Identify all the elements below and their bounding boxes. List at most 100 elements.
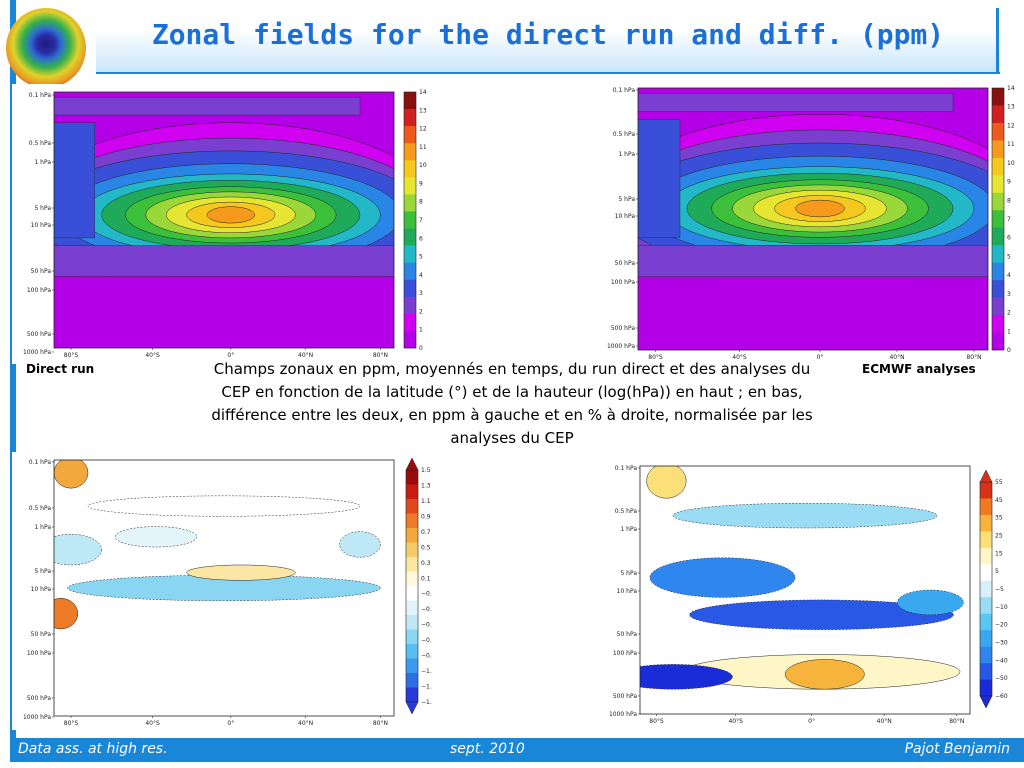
pressure-tick-label: 50 hPa <box>615 260 636 267</box>
colorbar-tick-label: 0.5 <box>421 544 431 551</box>
colorbar-band <box>404 296 416 315</box>
pressure-tick-label: 1 hPa <box>618 151 635 158</box>
ecmwf-analyses-chart: 0.1 hPa 0.5 hPa 1 hPa 5 hPa 10 hPa 50 hPa 100 … <box>607 85 1015 361</box>
latitude-tick-label: 40°S <box>145 720 160 727</box>
pressure-tick-label: 1 hPa <box>34 159 51 166</box>
pressure-tick-label: 10 hPa <box>31 586 52 593</box>
pressure-tick-label: 10 hPa <box>615 213 636 220</box>
title-vertical-rule <box>996 8 999 72</box>
contour-band <box>672 502 938 529</box>
colorbar-band <box>404 160 416 178</box>
pressure-tick-label: 0.5 hPa <box>29 505 52 512</box>
direct-run-chart: 0.1 hPa 0.5 hPa 1 hPa 5 hPa 10 hPa 50 hPa 100 … <box>23 89 427 359</box>
colorbar-band <box>406 615 418 630</box>
colorbar-tick-label: 12 <box>419 126 427 133</box>
colorbar-band <box>992 227 1004 246</box>
colorbar-tick-label: 11 <box>1007 141 1015 148</box>
pressure-tick-label: 1000 hPa <box>609 711 637 718</box>
colorbar-tick-label: −30 <box>995 640 1008 647</box>
diff-ppm-chart: 0.1 hPa 0.5 hPa 1 hPa 5 hPa 10 hPa 50 hPa 100 … <box>23 457 432 727</box>
colorbar-band <box>980 564 992 582</box>
colorbar-band <box>992 245 1004 263</box>
direct-run-plot: 0.1 hPa 0.5 hPa 1 hPa 5 hPa 10 hPa 50 hPa 100 … <box>12 84 432 364</box>
latitude-tick-label: 40°S <box>728 718 743 725</box>
latitude-tick-label: 80°S <box>64 352 79 359</box>
contour-band <box>54 122 95 239</box>
colorbar-band <box>980 597 992 614</box>
colorbar-band <box>406 542 418 558</box>
left-accent-bar <box>10 0 16 740</box>
plot-frame-border <box>53 91 395 349</box>
contour-band <box>638 93 954 112</box>
colorbar-tick-label: 0 <box>1007 347 1011 354</box>
slide-title: Zonal fields for the direct run and diff… <box>151 18 945 51</box>
colorbar-tick-label: 14 <box>1007 85 1015 92</box>
colorbar-tick-label: 0.1 <box>421 575 431 582</box>
footer-bar: Data ass. at high res. sept. 2010 Pajot … <box>10 738 1024 762</box>
title-underline <box>96 72 1000 74</box>
latitude-tick-label: 80°N <box>966 354 981 361</box>
colorbar-band <box>980 482 992 499</box>
pressure-tick-label: 500 hPa <box>27 331 52 338</box>
pressure-tick-label: 500 hPa <box>613 693 638 700</box>
colorbar-tick-label: 12 <box>1007 122 1015 129</box>
contour-band <box>54 597 79 630</box>
pressure-tick-label: 0.5 hPa <box>29 140 52 147</box>
colorbar-tick-label: −0.7 <box>421 637 432 644</box>
latitude-tick-label: 80°S <box>64 720 79 727</box>
globe-logo <box>6 8 86 88</box>
colorbar-tick-label: 7 <box>419 217 423 224</box>
colorbar-band <box>404 92 416 110</box>
colorbar-tick-label: 1.1 <box>421 498 431 505</box>
latitude-tick-label: 80°N <box>373 352 388 359</box>
colorbar-band <box>406 484 418 500</box>
pressure-tick-label: 0.1 hPa <box>613 87 636 94</box>
colorbar-tick-label: 9 <box>419 180 423 187</box>
colorbar-tick-label: 55 <box>995 479 1003 486</box>
contour-band <box>646 466 687 499</box>
colorbar-tick-label: −0.3 <box>421 606 432 613</box>
contour-band <box>795 199 845 218</box>
colorbar-band <box>980 630 992 647</box>
colorbar-band <box>406 644 418 659</box>
colorbar-tick-label: 6 <box>1007 235 1011 242</box>
colorbar-band <box>992 297 1004 316</box>
contour-band <box>640 664 733 690</box>
colorbar-band <box>404 109 416 127</box>
contour-band <box>638 244 988 277</box>
colorbar-band <box>406 557 418 572</box>
colorbar-band <box>992 105 1004 124</box>
colorbar-tick-label: 2 <box>1007 310 1011 317</box>
colorbar-band <box>980 679 992 697</box>
colorbar-tick-label: 10 <box>419 162 427 169</box>
colorbar-band <box>404 143 416 161</box>
contour-band <box>638 119 681 238</box>
contour-field <box>638 88 988 350</box>
latitude-tick-label: 0° <box>227 720 234 727</box>
contour-band <box>186 564 296 581</box>
colorbar-band <box>980 531 992 549</box>
colorbar-band <box>980 580 992 598</box>
contour-band <box>87 495 361 517</box>
latitude-tick-label: 80°S <box>648 354 663 361</box>
colorbar-band <box>404 330 416 349</box>
colorbar-tick-label: 15 <box>995 550 1003 557</box>
colorbar-tick-label: 0.9 <box>421 513 431 520</box>
ecmwf-analyses-plot: 0.1 hPa 0.5 hPa 1 hPa 5 hPa 10 hPa 50 hPa 100 … <box>600 84 1020 364</box>
contour-band <box>54 533 102 566</box>
diff-percent-chart: 0.1 hPa 0.5 hPa 1 hPa 5 hPa 10 hPa 50 hPa 100 … <box>609 465 1008 725</box>
colorbar-tick-label: 1 <box>1007 328 1011 335</box>
pressure-tick-label: 1000 hPa <box>607 343 635 350</box>
colorbar-frame <box>403 91 417 349</box>
colorbar-band <box>406 513 418 529</box>
colorbar-tick-label: −60 <box>995 693 1008 700</box>
pressure-tick-label: 100 hPa <box>27 650 52 657</box>
colorbar-tick-label: 35 <box>995 515 1003 522</box>
pressure-tick-label: 5 hPa <box>34 568 51 575</box>
colorbar-band <box>992 192 1004 211</box>
pressure-tick-label: 1000 hPa <box>23 349 51 356</box>
colorbar-tick-label: 25 <box>995 533 1003 540</box>
colorbar-band <box>980 547 992 565</box>
colorbar-tick-label: −0.1 <box>421 591 432 598</box>
colorbar-top-arrow <box>405 457 419 471</box>
